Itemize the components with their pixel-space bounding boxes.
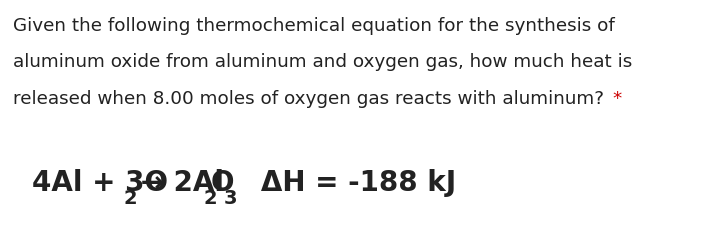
Text: ΔH = -188 kJ: ΔH = -188 kJ <box>232 169 456 197</box>
Text: *: * <box>612 90 621 108</box>
Text: released when 8.00 moles of oxygen gas reacts with aluminum?: released when 8.00 moles of oxygen gas r… <box>13 90 609 108</box>
Text: O: O <box>211 169 235 197</box>
Text: 2: 2 <box>124 189 137 208</box>
Text: aluminum oxide from aluminum and oxygen gas, how much heat is: aluminum oxide from aluminum and oxygen … <box>13 53 632 71</box>
Text: 4Al + 3O: 4Al + 3O <box>32 169 168 197</box>
Text: 3: 3 <box>224 189 238 208</box>
Text: 2: 2 <box>203 189 217 208</box>
Text: → 2Al: → 2Al <box>132 169 224 197</box>
Text: Given the following thermochemical equation for the synthesis of: Given the following thermochemical equat… <box>13 17 614 34</box>
